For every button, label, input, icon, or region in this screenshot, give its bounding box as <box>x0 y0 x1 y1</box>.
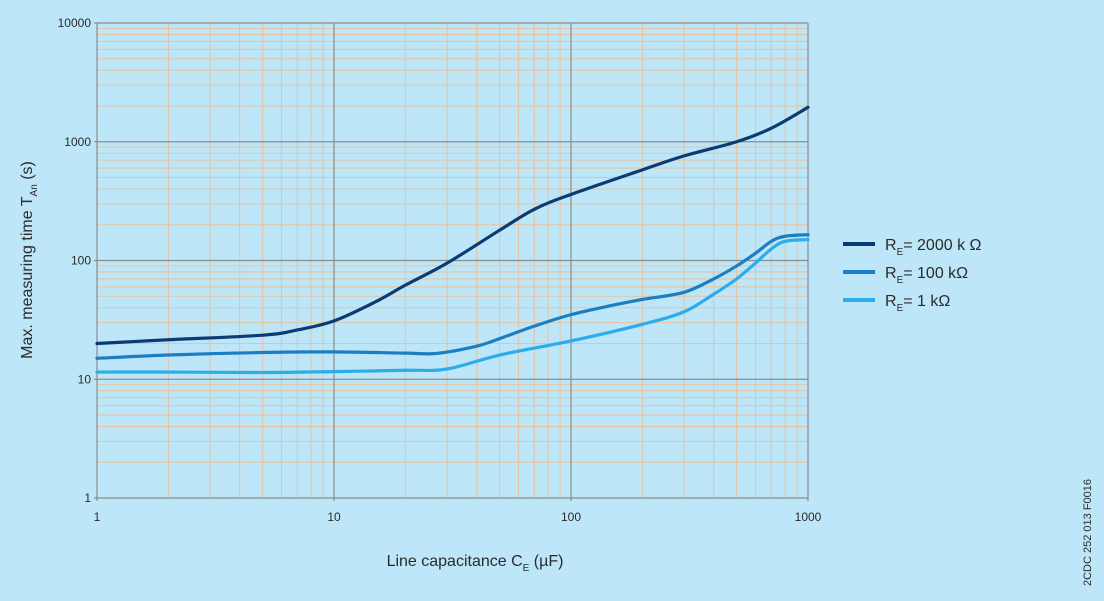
x-axis-label: Line capacitance CE (µF) <box>387 553 564 574</box>
x-tick-label: 1 <box>94 510 101 524</box>
series-line-2 <box>95 233 810 360</box>
legend-label-1: RE= 2000 k Ω <box>885 237 982 258</box>
y-tick-label: 10 <box>78 372 92 386</box>
series-layer <box>95 105 810 375</box>
y-tick-label: 10000 <box>58 16 92 30</box>
grid-major <box>94 22 809 501</box>
legend: RE= 2000 k Ω RE= 100 kΩ RE= 1 kΩ <box>843 237 982 314</box>
y-tick-label: 1000 <box>64 135 91 149</box>
series-line-1 <box>95 105 810 346</box>
legend-label-2: RE= 100 kΩ <box>885 265 968 286</box>
x-tick-label: 1000 <box>795 510 822 524</box>
tick-labels: 1 10 100 1000 1 10 100 1000 10000 <box>58 16 822 524</box>
y-tick-label: 1 <box>84 491 91 505</box>
legend-label-3: RE= 1 kΩ <box>885 293 950 314</box>
x-tick-label: 10 <box>327 510 341 524</box>
x-tick-label: 100 <box>561 510 581 524</box>
side-code: 2CDC 252 013 F0016 <box>1082 479 1094 586</box>
y-axis-label: Max. measuring time TAn (s) <box>19 161 40 359</box>
series-line-3 <box>95 237 810 375</box>
y-tick-label: 100 <box>71 254 91 268</box>
